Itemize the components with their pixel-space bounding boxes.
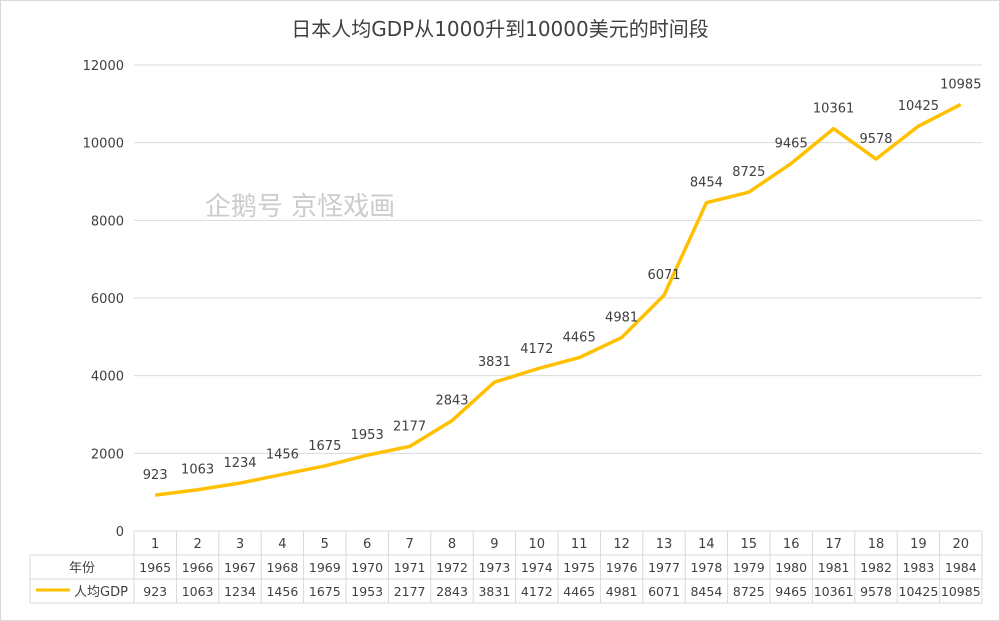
data-label: 10985 xyxy=(940,77,981,92)
table-cell-year: 1975 xyxy=(563,560,595,575)
table-cell-year: 1977 xyxy=(648,560,680,575)
table-cell-year: 1972 xyxy=(436,560,468,575)
x-tick-label: 17 xyxy=(825,537,842,552)
table-cell-gdp: 4981 xyxy=(606,584,638,599)
x-tick-label: 19 xyxy=(910,537,927,552)
table-cell-year: 1973 xyxy=(478,560,510,575)
table-cell-gdp: 2843 xyxy=(436,584,468,599)
x-tick-label: 2 xyxy=(193,537,201,552)
table-cell-year: 1976 xyxy=(606,560,638,575)
table-cell-gdp: 923 xyxy=(143,584,167,599)
table-cell-gdp: 4172 xyxy=(521,584,553,599)
data-label: 1675 xyxy=(308,439,341,454)
x-tick-label: 9 xyxy=(490,537,498,552)
table-cell-year: 1980 xyxy=(775,560,807,575)
data-label: 9578 xyxy=(859,132,892,147)
table-cell-gdp: 1234 xyxy=(224,584,256,599)
y-tick-label: 8000 xyxy=(91,214,124,229)
data-label: 9465 xyxy=(775,136,808,151)
data-label: 4981 xyxy=(605,311,638,326)
table-cell-gdp: 4465 xyxy=(563,584,595,599)
data-label: 1456 xyxy=(266,447,299,462)
x-tick-label: 11 xyxy=(571,537,588,552)
table-cell-year: 1981 xyxy=(818,560,850,575)
watermark: 企鹅号 京怪戏画 xyxy=(205,192,395,222)
data-label: 6071 xyxy=(647,268,680,283)
table-cell-gdp: 10425 xyxy=(899,584,939,599)
y-tick-label: 2000 xyxy=(91,447,124,462)
x-tick-label: 4 xyxy=(278,537,286,552)
table-cell-gdp: 8454 xyxy=(690,584,722,599)
table-cell-gdp: 10985 xyxy=(941,584,981,599)
chart-title: 日本人均GDP从1000升到10000美元的时间段 xyxy=(291,17,708,41)
x-tick-label: 18 xyxy=(868,537,885,552)
table-cell-year: 1979 xyxy=(733,560,765,575)
data-label: 1234 xyxy=(223,456,256,471)
table-cell-gdp: 1063 xyxy=(182,584,214,599)
x-tick-label: 8 xyxy=(448,537,456,552)
data-label: 2177 xyxy=(393,419,426,434)
table-cell-year: 1978 xyxy=(690,560,722,575)
table-cell-year: 1971 xyxy=(394,560,426,575)
table-cell-year: 1974 xyxy=(521,560,553,575)
table-cell-gdp: 6071 xyxy=(648,584,680,599)
table-cell-year: 1967 xyxy=(224,560,256,575)
x-tick-label: 5 xyxy=(321,537,329,552)
table-cell-gdp: 9465 xyxy=(775,584,807,599)
table-cell-year: 1970 xyxy=(351,560,383,575)
legend-label: 人均GDP xyxy=(74,585,128,600)
x-tick-label: 3 xyxy=(236,537,244,552)
y-tick-label: 10000 xyxy=(83,137,124,152)
y-tick-label: 4000 xyxy=(91,370,124,385)
data-label: 8725 xyxy=(732,165,765,180)
table-cell-gdp: 9578 xyxy=(860,584,892,599)
table-cell-gdp: 3831 xyxy=(478,584,510,599)
y-tick-label: 0 xyxy=(116,525,124,540)
data-label: 1063 xyxy=(181,463,214,478)
table-cell-gdp: 1953 xyxy=(351,584,383,599)
x-tick-label: 13 xyxy=(656,537,673,552)
data-label: 4172 xyxy=(520,342,553,357)
x-tick-label: 6 xyxy=(363,537,371,552)
table-cell-year: 1983 xyxy=(902,560,934,575)
x-tick-label: 15 xyxy=(741,537,758,552)
x-tick-label: 20 xyxy=(953,537,970,552)
table-cell-gdp: 8725 xyxy=(733,584,765,599)
series-line-gdp xyxy=(154,102,962,497)
data-label: 8454 xyxy=(690,176,723,191)
data-label: 923 xyxy=(143,468,168,483)
x-tick-label: 14 xyxy=(698,537,715,552)
data-label: 10361 xyxy=(813,102,854,117)
x-tick-label: 7 xyxy=(405,537,413,552)
table-cell-year: 1968 xyxy=(266,560,298,575)
row-header-year: 年份 xyxy=(69,561,95,576)
table-cell-gdp: 10361 xyxy=(814,584,854,599)
data-label: 1953 xyxy=(351,428,384,443)
data-label: 10425 xyxy=(898,99,939,114)
y-tick-label: 6000 xyxy=(91,292,124,307)
data-label: 2843 xyxy=(435,394,468,409)
x-tick-label: 1 xyxy=(151,537,159,552)
x-tick-label: 12 xyxy=(613,537,630,552)
table-cell-year: 1965 xyxy=(139,560,171,575)
table-cell-year: 1969 xyxy=(309,560,341,575)
table-cell-gdp: 2177 xyxy=(394,584,426,599)
data-label: 3831 xyxy=(478,355,511,370)
table-cell-gdp: 1675 xyxy=(309,584,341,599)
table-cell-year: 1982 xyxy=(860,560,892,575)
table-cell-year: 1966 xyxy=(182,560,214,575)
x-tick-label: 16 xyxy=(783,537,800,552)
x-tick-label: 10 xyxy=(529,537,546,552)
table-cell-gdp: 1456 xyxy=(266,584,298,599)
y-tick-label: 12000 xyxy=(83,59,124,74)
table-cell-year: 1984 xyxy=(945,560,977,575)
data-label: 4465 xyxy=(563,331,596,346)
